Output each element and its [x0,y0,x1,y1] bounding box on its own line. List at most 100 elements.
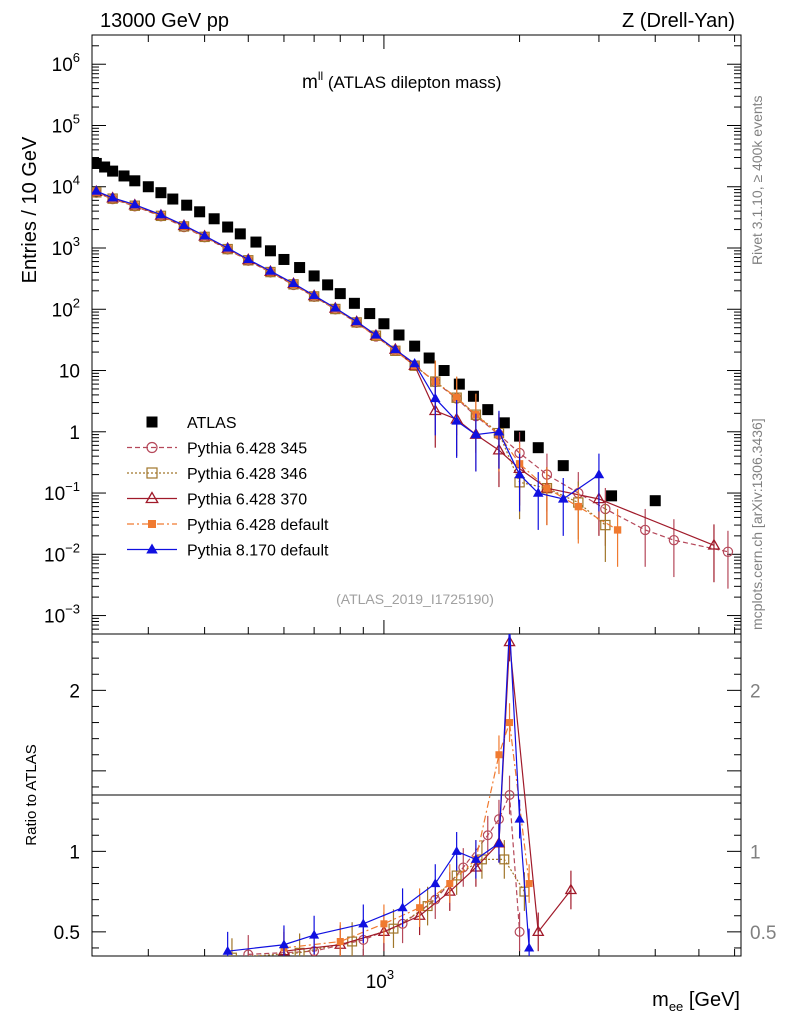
data-point [493,426,505,436]
y-tick-label-base: 10 [52,178,73,199]
data-point [92,157,102,169]
legend-marker [148,520,156,528]
ratio-line [246,858,525,956]
ratio-point [495,751,503,759]
data-point [639,524,651,536]
data-point [452,394,461,402]
y-tick-label-base: 10 [59,362,80,383]
data-point [390,344,401,354]
y-tick-label-base: 10 [44,607,65,628]
data-point [129,175,141,187]
data-point [532,487,544,497]
data-point [574,502,582,511]
data-point [451,415,462,425]
data-point [649,495,661,507]
y-tick-label-base: 10 [44,484,65,505]
header-right: Z (Drell-Yan) [622,10,735,32]
ratio-point [504,621,514,630]
side-mcplots: mcplots.cern.ch [arXiv:1306.3436] [749,418,765,630]
y-tick-label: 10−2 [44,540,80,566]
y-tick-label: 106 [52,50,80,76]
data-point [129,199,141,209]
data-point [532,442,544,454]
y-tick-label-base: 10 [52,300,73,321]
ratio-point [388,923,399,934]
ratio-point [380,920,388,928]
ratio-series-5 [222,621,535,956]
y-tick-label-exp: −1 [65,479,80,494]
data-point [322,279,334,291]
legend-marker [146,543,158,554]
data-point [278,253,290,265]
x-axis-label-sub: ee [669,999,683,1014]
data-point [557,460,569,472]
ratio-point [243,949,254,956]
data-point [557,493,569,503]
data-point [234,228,246,240]
y-tick-label: 10 [59,362,80,383]
ratio-point [564,883,578,895]
y-tick-label-base: 10 [52,116,73,137]
ratio-tick-label: 1 [69,842,80,863]
ratio-tick-label-right: 0.5 [750,923,776,944]
ratio-point [514,813,525,823]
y-tick-label-base: 10 [52,55,73,76]
data-point [242,253,254,264]
data-point [155,187,167,199]
data-point [482,404,494,416]
ratio-point [503,635,516,647]
data-point [294,262,306,274]
ratio-point [446,880,454,888]
data-point [467,390,479,402]
data-point [99,161,111,173]
legend-label: Pythia 6.428 default [187,517,329,534]
y-axis-label: Entries / 10 GeV [19,136,41,283]
data-point [167,193,179,205]
data-point [334,288,346,300]
y-tick-label-exp: 5 [73,111,80,126]
y-tick-label-base: 1 [69,423,80,444]
data-point [409,340,421,352]
data-point [722,546,734,557]
y-tick-label-exp: 3 [73,234,80,249]
y-tick-label-exp: −2 [65,540,80,555]
data-point [593,469,605,479]
y-tick-label-exp: 4 [73,173,80,188]
data-point [178,219,190,229]
data-point [378,318,390,330]
legend-marker [146,441,158,454]
legend-marker [146,416,158,428]
data-point [107,192,118,202]
data-point [498,417,510,429]
ratio-point [430,878,441,888]
x-axis-label-unit: [GeV] [683,989,740,1011]
legend-label: Pythia 6.428 370 [187,492,307,509]
ratio-line [227,634,530,952]
ratio-point [397,902,408,912]
ratio-point [347,936,358,947]
x-tick-label-base: 10 [366,972,387,993]
ratio-point [358,918,369,928]
data-point [208,213,220,225]
ratio-point [524,942,535,952]
data-point [409,358,420,368]
data-point [514,469,525,479]
data-point [155,209,167,219]
data-point [118,170,130,182]
y-tick-label-exp: 6 [73,50,80,65]
data-point [250,236,262,248]
data-point [194,206,206,218]
x-tick-label-exp: 3 [387,967,394,982]
series-0 [92,157,661,507]
y-tick-label: 103 [52,234,80,260]
series-4 [92,188,622,567]
ratio-tick-label: 0.5 [54,923,80,944]
x-axis-label-m: m [652,989,669,1011]
data-point [351,316,362,326]
data-point [222,221,234,233]
series-2 [92,187,611,562]
ratio-point [499,854,510,865]
analysis-tag: (ATLAS_2019_I1725190) [336,591,494,607]
y-tick-label-base: 10 [44,545,65,566]
ratio-point [451,870,462,881]
